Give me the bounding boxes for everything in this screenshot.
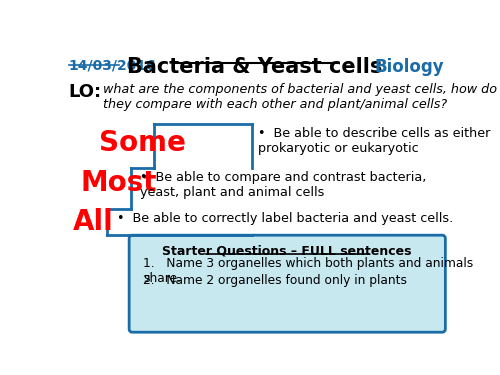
Text: •  Be able to correctly label bacteria and yeast cells.: • Be able to correctly label bacteria an…: [117, 212, 453, 225]
Text: LO:: LO:: [68, 83, 102, 101]
Text: Most: Most: [81, 169, 158, 197]
Text: 2.   Name 2 organelles found only in plants: 2. Name 2 organelles found only in plant…: [143, 274, 407, 287]
Text: All: All: [73, 208, 114, 236]
Text: Starter Questions – FULL sentences: Starter Questions – FULL sentences: [162, 244, 412, 257]
Text: •  Be able to describe cells as either
prokaryotic or eukaryotic: • Be able to describe cells as either pr…: [258, 128, 490, 155]
Text: 1.   Name 3 organelles which both plants and animals
share.: 1. Name 3 organelles which both plants a…: [143, 257, 474, 285]
Text: Bacteria & Yeast cells: Bacteria & Yeast cells: [127, 57, 382, 76]
Text: 14/03/2016: 14/03/2016: [68, 58, 156, 72]
Text: what are the components of bacterial and yeast cells, how do
they compare with e: what are the components of bacterial and…: [103, 83, 497, 111]
FancyBboxPatch shape: [129, 235, 446, 332]
Text: •  Be able to compare and contrast bacteria,
yeast, plant and animal cells: • Be able to compare and contrast bacter…: [140, 171, 426, 198]
Text: Some: Some: [99, 129, 186, 157]
Text: Biology: Biology: [374, 58, 444, 76]
